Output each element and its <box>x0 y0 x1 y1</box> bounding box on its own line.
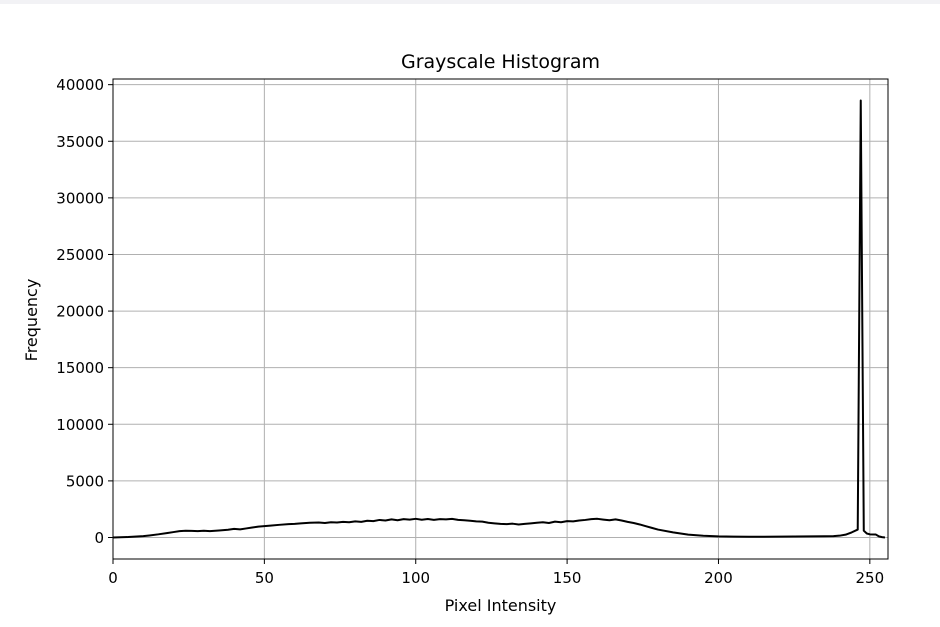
x-tick-label: 150 <box>553 569 582 587</box>
y-tick-label: 20000 <box>56 303 104 321</box>
x-tick-label: 0 <box>108 569 118 587</box>
y-tick-label: 40000 <box>56 76 104 94</box>
chart-title: Grayscale Histogram <box>401 51 600 73</box>
y-tick-label: 15000 <box>56 359 104 377</box>
y-tick-label: 0 <box>94 529 104 547</box>
x-axis-label: Pixel Intensity <box>445 596 557 615</box>
y-axis-label: Frequency <box>22 279 41 362</box>
y-tick-label: 25000 <box>56 246 104 264</box>
x-tick-label: 200 <box>704 569 733 587</box>
x-tick-label: 50 <box>255 569 274 587</box>
data-layer <box>112 99 886 539</box>
x-tick-label: 250 <box>856 569 885 587</box>
histogram-line <box>112 99 886 539</box>
x-tick-label: 100 <box>401 569 430 587</box>
y-tick-label: 30000 <box>56 189 104 207</box>
grid-lines <box>112 79 888 559</box>
y-tick-label: 5000 <box>66 472 104 490</box>
y-tick-label: 35000 <box>56 133 104 151</box>
y-tick-label: 10000 <box>56 416 104 434</box>
plot-frame <box>112 78 889 560</box>
axis-ticks: 0 50 100 150 200 250 0 5000 10000 15000 20000 25000… <box>56 76 884 587</box>
window-top-strip <box>0 0 940 4</box>
